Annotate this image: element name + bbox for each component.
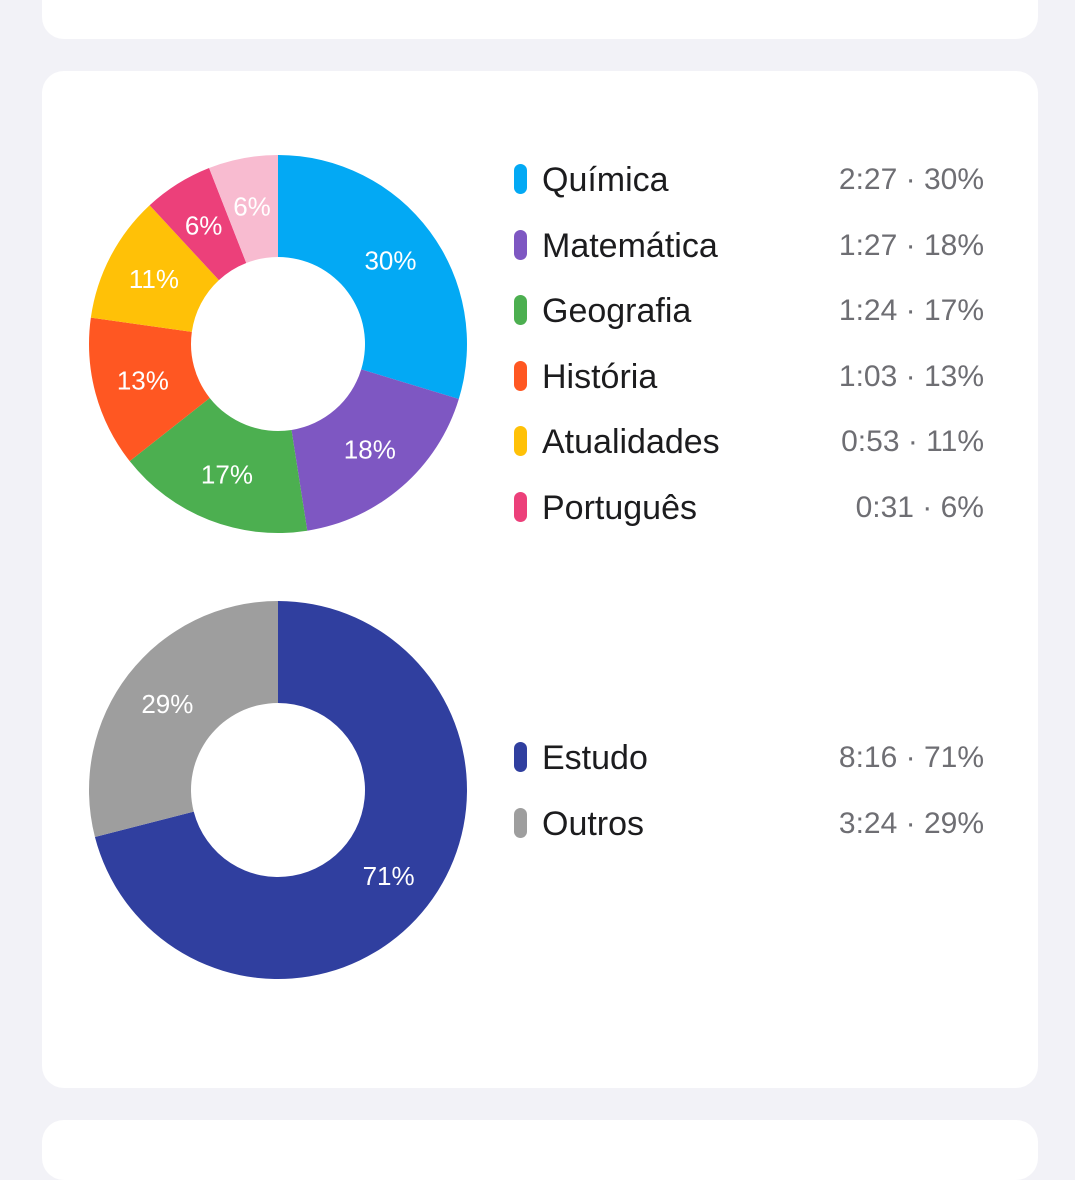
activity-donut-chart: 71% 29% [88,601,468,979]
legend-label: Química [542,161,669,199]
legend-value: 1:27 · 18% [838,228,984,262]
subjects-slice-label-slice-6: 6% [233,191,271,221]
subjects-slice-label-quimica: 30% [364,246,416,276]
legend-value: 8:16 · 71% [838,741,984,774]
legend-value: 1:03 · 13% [838,359,984,393]
subjects-legend-item-quimica: Química 2:27 · 30% [512,148,984,214]
legend-swatch [514,807,527,838]
legend-label: Estudo [542,739,648,777]
subjects-slice-atualidades [90,205,219,332]
legend-label: Atualidades [542,423,720,462]
subjects-slice-matematica [291,369,459,531]
legend-swatch [514,164,527,194]
subjects-slice-label-historia: 13% [117,366,169,396]
previous-card [42,0,1038,39]
legend-label: História [542,357,658,396]
legend-swatch [514,229,527,260]
subjects-slice-quimica [278,155,467,400]
subjects-legend-item-matematica: Matemática 1:27 · 18% [512,214,984,280]
activity-slice-outros [88,601,278,838]
subjects-slice-label-portugues: 6% [185,210,223,240]
activity-legend-item-outros: Outros 3:24 · 29% [512,792,984,858]
activity-slice-label-outros: 29% [141,689,193,719]
legend-label: Outros [542,804,645,843]
subjects-donut-chart: 30%18%17%13%11%6%6% [89,155,467,533]
legend-value: 0:31 · 6% [855,490,984,524]
legend-swatch [514,426,527,457]
legend-label: Geografia [542,292,692,331]
next-card [42,1120,1038,1180]
legend-value: 0:53 · 11% [841,425,984,459]
legend-swatch [514,742,527,772]
activity-legend-item-estudo: Estudo 8:16 · 71% [512,726,984,792]
legend-label: Matemática [542,226,718,265]
legend-value: 2:27 · 30% [838,163,984,196]
subjects-slice-label-matematica: 18% [344,435,396,465]
activity-slice-label-estudo: 71% [363,861,415,891]
legend-label: Português [542,488,697,527]
subjects-slice-label-atualidades: 11% [129,264,179,294]
legend-swatch [514,295,527,326]
legend-value: 1:24 · 17% [838,294,984,328]
legend-swatch [514,360,527,391]
legend-swatch [514,491,527,522]
subjects-legend-item-atualidades: Atualidades 0:53 · 11% [512,410,984,476]
subjects-slice-geografia [129,397,308,533]
activity-legend: Estudo 8:16 · 71% Outros 3:24 · 29% [512,726,984,857]
subjects-legend-item-geografia: Geografia 1:24 · 17% [512,279,984,345]
legend-value: 3:24 · 29% [838,806,984,840]
subjects-slice-slice-6 [209,155,278,263]
subjects-legend: Química 2:27 · 30% Matemática 1:27 · 18% Geo… [512,148,984,542]
subjects-legend-item-portugues: Português 0:31 · 6% [512,476,984,542]
subjects-slice-label-geografia: 17% [201,459,253,489]
subjects-legend-item-historia: História 1:03 · 13% [512,345,984,411]
activity-slice-estudo [94,601,468,979]
subjects-slice-portugues [149,168,247,281]
subjects-slice-historia [89,317,210,462]
